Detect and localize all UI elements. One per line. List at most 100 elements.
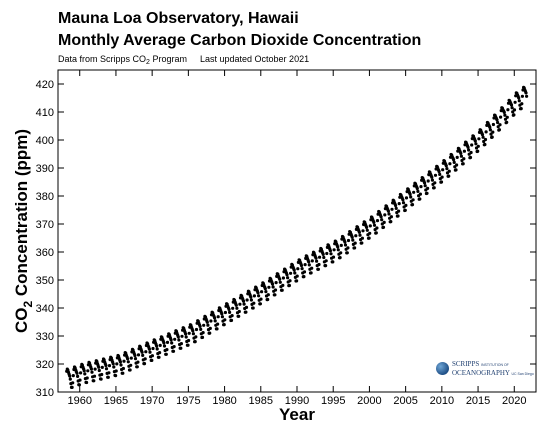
data-point <box>208 331 212 335</box>
data-point <box>350 235 354 239</box>
data-point <box>220 315 224 319</box>
data-point <box>264 290 268 294</box>
x-axis: 1960 1965 1970 1975 1980 1985 1990 1995 2000 2005… <box>67 70 527 407</box>
data-point <box>85 380 89 385</box>
data-point <box>437 169 441 174</box>
data-point <box>343 243 348 247</box>
data-point <box>452 158 456 162</box>
data-point <box>97 368 101 373</box>
data-point <box>321 252 325 256</box>
data-point <box>520 102 524 106</box>
data-point <box>70 385 74 389</box>
data-point <box>439 180 444 184</box>
data-point <box>495 118 499 122</box>
data-point <box>106 375 110 379</box>
data-point <box>187 331 191 335</box>
y-tick-label: 420 <box>36 79 54 91</box>
data-point <box>386 209 390 213</box>
data-point <box>228 310 232 314</box>
data-point <box>467 148 471 152</box>
data-point <box>215 327 219 331</box>
data-point <box>227 307 231 311</box>
data-point <box>266 293 270 297</box>
data-point <box>433 173 438 177</box>
data-point <box>389 220 393 224</box>
x-tick-label: 2010 <box>430 395 454 407</box>
data-point <box>238 302 242 306</box>
data-point <box>476 144 480 148</box>
x-tick-label: 1995 <box>321 395 345 407</box>
data-point <box>280 288 284 292</box>
data-source-prefix: Data from Scripps CO <box>58 54 147 64</box>
data-point <box>324 264 328 268</box>
data-point <box>143 357 147 361</box>
data-point <box>444 164 448 168</box>
data-point <box>193 340 197 344</box>
globe-icon <box>436 362 449 375</box>
data-point <box>184 335 188 339</box>
data-point <box>77 383 81 387</box>
data-point <box>118 360 122 364</box>
data-point <box>179 346 183 350</box>
data-point <box>171 349 176 353</box>
logo-line2: OCEANOGRAPHY <box>452 368 510 377</box>
data-point <box>281 276 285 280</box>
data-point <box>151 346 155 351</box>
data-point <box>314 256 318 260</box>
data-point <box>220 312 224 316</box>
data-point <box>107 371 111 375</box>
data-point <box>322 255 326 260</box>
x-tick-label: 1975 <box>176 395 200 407</box>
data-point <box>332 248 336 252</box>
x-tick-label: 1990 <box>285 395 309 407</box>
data-point <box>480 133 485 137</box>
data-point <box>244 310 248 314</box>
data-point <box>498 123 502 127</box>
data-point <box>209 319 213 323</box>
data-point <box>231 306 235 310</box>
data-point <box>177 338 181 342</box>
data-point <box>517 96 521 100</box>
data-point <box>368 224 372 228</box>
data-point <box>351 238 355 242</box>
data-point <box>136 360 140 364</box>
data-point <box>466 145 470 149</box>
data-point <box>295 274 299 278</box>
data-point <box>423 181 427 185</box>
data-point <box>271 285 275 289</box>
data-point <box>122 359 126 363</box>
data-point <box>469 150 473 155</box>
data-point <box>331 255 336 259</box>
data-point <box>259 297 263 301</box>
data-point <box>404 196 409 200</box>
data-point <box>144 350 148 354</box>
data-point <box>310 266 314 270</box>
x-tick-label: 1960 <box>67 395 91 407</box>
data-point <box>329 252 333 256</box>
data-point <box>83 372 87 376</box>
x-tick-label: 2000 <box>357 395 381 407</box>
data-point <box>223 310 227 315</box>
data-point <box>307 263 311 267</box>
data-point <box>343 240 347 244</box>
y-tick-label: 410 <box>36 107 54 119</box>
data-point <box>461 162 465 166</box>
data-point <box>336 248 340 252</box>
data-point <box>357 230 361 234</box>
y-axis-label-subscript: 2 <box>21 301 35 308</box>
data-point <box>416 189 420 193</box>
data-source-note: Data from Scripps CO2 Program <box>58 54 187 68</box>
data-point <box>503 113 507 117</box>
data-source-subscript: 2 <box>146 59 150 66</box>
data-point <box>512 113 516 117</box>
data-point <box>410 203 415 207</box>
data-point <box>483 142 487 147</box>
data-point <box>430 175 434 179</box>
data-point <box>488 125 492 129</box>
data-point <box>99 377 103 381</box>
data-point <box>293 271 297 275</box>
data-point <box>474 142 478 146</box>
data-point <box>336 245 340 249</box>
data-point <box>76 374 80 378</box>
data-point <box>85 376 89 380</box>
